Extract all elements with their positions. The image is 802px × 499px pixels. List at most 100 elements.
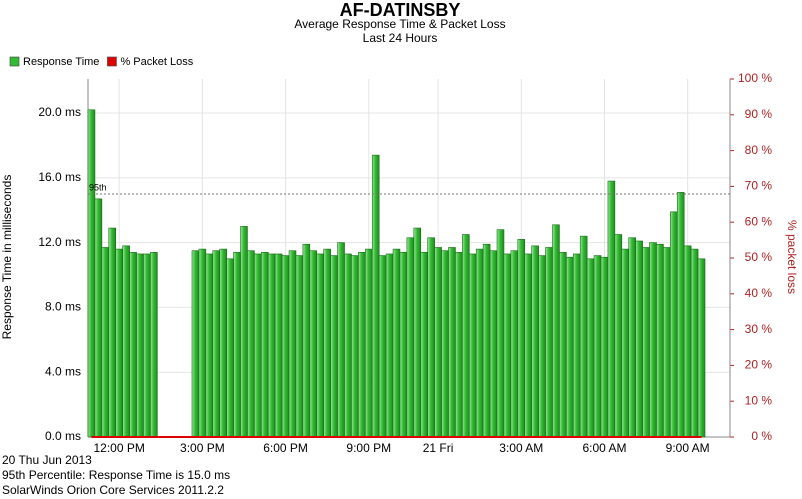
bar <box>600 256 609 438</box>
bar <box>385 253 394 438</box>
bar <box>510 250 519 438</box>
y2-tick-label: 40 % <box>745 286 773 300</box>
x-tick-label: 6:00 PM <box>263 441 308 455</box>
y2-tick-label: 20 % <box>745 358 773 372</box>
y2-tick-label: 0 % <box>751 429 772 443</box>
bar <box>566 256 574 438</box>
bar <box>115 248 123 438</box>
y2-tick-label: 50 % <box>745 250 773 264</box>
bar <box>143 253 151 438</box>
bar <box>281 255 290 438</box>
y2-tick-label: 60 % <box>745 214 773 228</box>
chart-period: Last 24 Hours <box>363 31 438 45</box>
bar <box>538 255 546 438</box>
x-tick-label: 21 Fri <box>423 441 454 455</box>
bar <box>621 248 630 438</box>
y-tick-label: 16.0 ms <box>38 170 81 184</box>
bar <box>212 250 221 438</box>
bar <box>614 234 623 438</box>
bar <box>358 252 366 438</box>
bar <box>323 248 331 438</box>
bar <box>129 252 137 438</box>
bar <box>108 227 117 438</box>
y-tick-label: 12.0 ms <box>38 235 81 249</box>
bar <box>462 234 470 438</box>
bar <box>642 247 650 438</box>
bar <box>122 245 130 438</box>
y2-tick-label: 10 % <box>745 393 773 407</box>
bar <box>468 253 477 438</box>
bar <box>496 229 505 438</box>
y2-tick-label: 70 % <box>745 179 773 193</box>
footer-date: 20 Thu Jun 2013 <box>2 453 92 467</box>
bar <box>579 235 588 438</box>
y-axis-title: Response Time in milliseconds <box>0 175 14 340</box>
x-tick-label: 3:00 AM <box>499 441 543 455</box>
bar <box>441 250 449 438</box>
bar <box>531 245 539 438</box>
bar <box>524 253 532 438</box>
bar <box>247 250 255 438</box>
bar <box>656 243 664 438</box>
bar <box>607 180 616 438</box>
y-tick-label: 4.0 ms <box>45 364 81 378</box>
bar <box>330 255 338 438</box>
bar <box>586 258 595 438</box>
bar <box>316 253 325 438</box>
x-tick-label: 12:00 PM <box>94 441 145 455</box>
bar <box>261 252 269 438</box>
y2-axis-title: % packet loss <box>785 220 799 294</box>
bar <box>337 242 345 438</box>
bar <box>559 252 567 438</box>
footer-percentile: 95th Percentile: Response Time is 15.0 m… <box>2 468 230 482</box>
bar <box>136 253 144 438</box>
y-tick-label: 0.0 ms <box>45 429 81 443</box>
bar <box>365 248 373 438</box>
bar <box>455 252 463 438</box>
bar <box>448 247 456 438</box>
chart-subtitle: Average Response Time & Packet Loss <box>294 17 505 31</box>
legend-label: Response Time <box>23 56 99 68</box>
bar <box>267 253 276 438</box>
bar <box>420 252 428 438</box>
y2-tick-label: 100 % <box>738 71 772 85</box>
bar <box>593 255 602 438</box>
bar <box>351 255 359 438</box>
chart-title: AF-DATINSBY <box>340 0 461 20</box>
bar <box>205 253 214 438</box>
bar <box>240 226 248 438</box>
bar <box>371 154 380 438</box>
x-tick-label: 9:00 AM <box>666 441 710 455</box>
bar <box>413 227 422 438</box>
bar <box>87 109 96 438</box>
bar <box>226 258 234 438</box>
bar <box>503 253 512 438</box>
footer-product: SolarWinds Orion Core Services 2011.2.2 <box>2 483 224 497</box>
bar <box>663 247 671 438</box>
bar <box>295 255 304 438</box>
x-tick-label: 6:00 AM <box>582 441 626 455</box>
bar <box>406 237 415 438</box>
bar <box>572 253 581 438</box>
bar <box>309 250 318 438</box>
legend-swatch <box>107 56 117 67</box>
bar <box>545 247 553 438</box>
bar <box>552 224 560 438</box>
bar <box>697 258 706 438</box>
bar <box>434 247 442 438</box>
bar <box>302 243 311 438</box>
bar <box>517 239 526 438</box>
y-tick-label: 8.0 ms <box>45 300 81 314</box>
bar <box>482 243 491 438</box>
bar <box>628 237 636 438</box>
bar <box>649 242 657 438</box>
bar <box>94 198 103 438</box>
bar <box>392 248 401 438</box>
bar <box>475 248 484 438</box>
bar <box>219 248 227 438</box>
y2-tick-label: 30 % <box>745 322 773 336</box>
bar <box>101 247 110 438</box>
bar <box>427 237 435 438</box>
legend-label: % Packet Loss <box>120 56 193 68</box>
